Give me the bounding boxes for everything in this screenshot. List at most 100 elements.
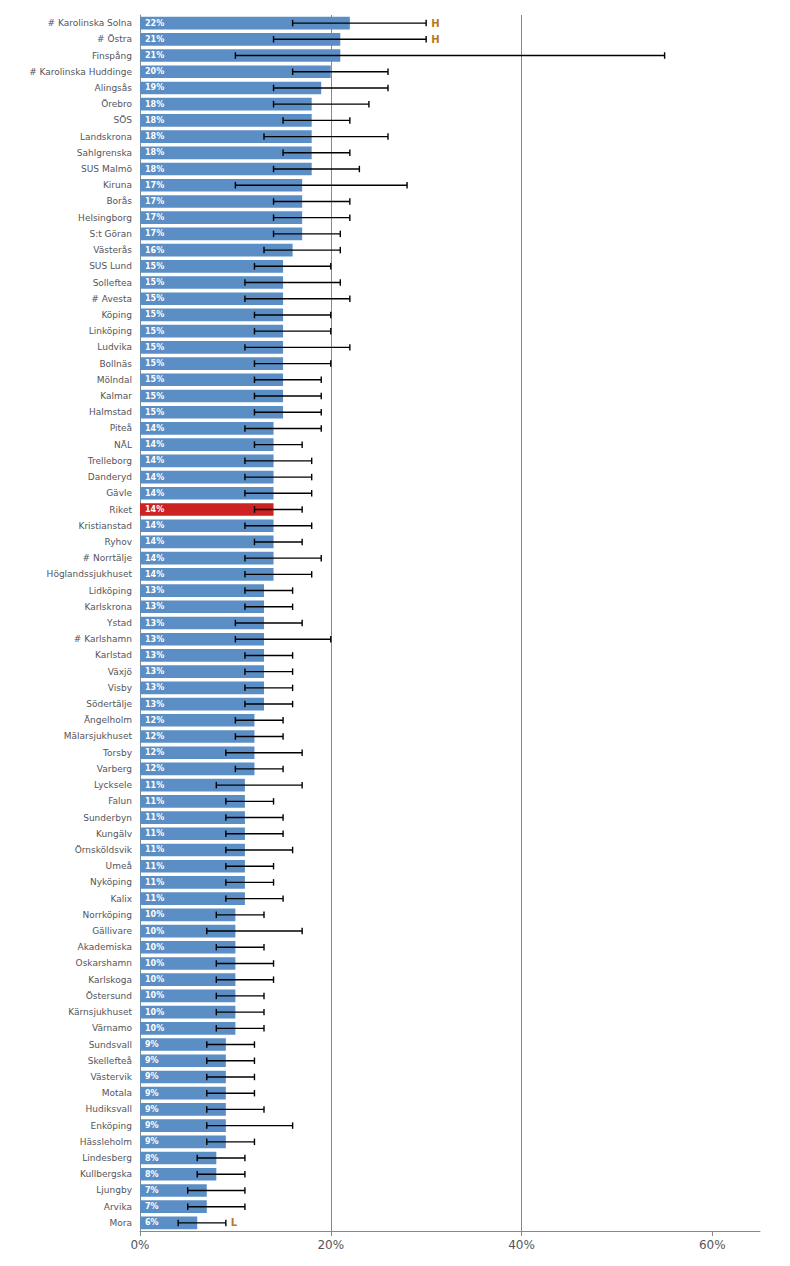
svg-text:10%: 10% — [145, 1024, 164, 1033]
svg-text:9%: 9% — [145, 1105, 159, 1114]
svg-text:21%: 21% — [145, 51, 164, 60]
svg-text:17%: 17% — [145, 229, 164, 238]
svg-text:11%: 11% — [145, 797, 164, 806]
svg-text:Örebro: Örebro — [101, 99, 132, 109]
svg-text:16%: 16% — [145, 246, 164, 255]
svg-text:12%: 12% — [145, 716, 164, 725]
svg-text:14%: 14% — [145, 424, 164, 433]
svg-text:Mora: Mora — [110, 1218, 133, 1228]
svg-text:40%: 40% — [508, 1238, 535, 1252]
svg-text:Helsingborg: Helsingborg — [78, 213, 132, 223]
svg-text:Danderyd: Danderyd — [88, 472, 132, 482]
svg-text:11%: 11% — [145, 781, 164, 790]
svg-text:Gävle: Gävle — [106, 488, 132, 498]
svg-text:Västervik: Västervik — [91, 1072, 133, 1082]
svg-text:# Karlshamn: # Karlshamn — [74, 634, 132, 644]
svg-text:0%: 0% — [130, 1238, 149, 1252]
svg-text:18%: 18% — [145, 148, 164, 157]
svg-text:Piteå: Piteå — [110, 423, 132, 433]
svg-text:Nyköping: Nyköping — [90, 877, 132, 887]
svg-text:17%: 17% — [145, 213, 164, 222]
svg-text:14%: 14% — [145, 440, 164, 449]
svg-text:# Karolinska Huddinge: # Karolinska Huddinge — [29, 67, 132, 77]
svg-text:13%: 13% — [145, 619, 164, 628]
svg-text:Finspång: Finspång — [92, 51, 132, 61]
svg-text:Höglandssjukhuset: Höglandssjukhuset — [47, 569, 133, 579]
svg-text:Västerås: Västerås — [93, 245, 132, 255]
svg-text:Halmstad: Halmstad — [89, 407, 132, 417]
svg-text:Varberg: Varberg — [97, 764, 132, 774]
svg-text:Ludvika: Ludvika — [97, 342, 132, 352]
svg-text:15%: 15% — [145, 359, 164, 368]
svg-text:Örnsköldsvik: Örnsköldsvik — [75, 845, 133, 855]
svg-text:Ystad: Ystad — [106, 618, 132, 628]
svg-text:11%: 11% — [145, 829, 164, 838]
svg-text:Hudiksvall: Hudiksvall — [86, 1104, 132, 1114]
svg-text:NÄL: NÄL — [114, 440, 132, 450]
svg-text:7%: 7% — [145, 1202, 159, 1211]
svg-text:SUS Malmö: SUS Malmö — [81, 164, 132, 174]
svg-text:11%: 11% — [145, 878, 164, 887]
svg-text:Solleftea: Solleftea — [93, 278, 132, 288]
svg-text:Norrköping: Norrköping — [82, 910, 132, 920]
svg-text:17%: 17% — [145, 181, 164, 190]
svg-text:9%: 9% — [145, 1072, 159, 1081]
svg-text:18%: 18% — [145, 116, 164, 125]
svg-text:9%: 9% — [145, 1040, 159, 1049]
svg-text:18%: 18% — [145, 165, 164, 174]
svg-text:15%: 15% — [145, 343, 164, 352]
svg-text:# Norrtälje: # Norrtälje — [83, 553, 133, 563]
svg-text:Värnamo: Värnamo — [92, 1023, 133, 1033]
svg-text:10%: 10% — [145, 1008, 164, 1017]
svg-text:15%: 15% — [145, 375, 164, 384]
svg-text:10%: 10% — [145, 927, 164, 936]
svg-text:Motala: Motala — [102, 1088, 132, 1098]
svg-text:L: L — [231, 1217, 238, 1228]
svg-text:Sunderbyn: Sunderbyn — [83, 813, 132, 823]
svg-text:Linköping: Linköping — [89, 326, 132, 336]
svg-text:Bollnäs: Bollnäs — [99, 359, 132, 369]
svg-text:13%: 13% — [145, 683, 164, 692]
svg-text:10%: 10% — [145, 910, 164, 919]
svg-text:12%: 12% — [145, 748, 164, 757]
svg-text:Ljungby: Ljungby — [96, 1185, 132, 1195]
svg-text:Falun: Falun — [108, 796, 132, 806]
svg-text:Lindesberg: Lindesberg — [82, 1153, 132, 1163]
svg-text:9%: 9% — [145, 1056, 159, 1065]
svg-text:10%: 10% — [145, 959, 164, 968]
svg-text:Enköping: Enköping — [91, 1121, 132, 1131]
svg-text:Ryhov: Ryhov — [104, 537, 132, 547]
svg-text:Växjö: Växjö — [108, 667, 133, 677]
svg-text:60%: 60% — [699, 1238, 726, 1252]
svg-text:11%: 11% — [145, 894, 164, 903]
svg-text:9%: 9% — [145, 1137, 159, 1146]
svg-text:Riket: Riket — [109, 505, 132, 515]
svg-text:Sahlgrenska: Sahlgrenska — [77, 148, 132, 158]
svg-text:Östersund: Östersund — [86, 991, 132, 1001]
svg-text:12%: 12% — [145, 764, 164, 773]
svg-text:Karlskrona: Karlskrona — [84, 602, 132, 612]
svg-text:14%: 14% — [145, 537, 164, 546]
svg-text:13%: 13% — [145, 700, 164, 709]
svg-text:Torsby: Torsby — [102, 748, 133, 758]
svg-text:Ängelholm: Ängelholm — [84, 715, 132, 725]
svg-text:Alingsås: Alingsås — [95, 83, 133, 93]
svg-text:Kullbergska: Kullbergska — [80, 1169, 132, 1179]
svg-text:12%: 12% — [145, 732, 164, 741]
svg-text:Kristianstad: Kristianstad — [79, 521, 133, 531]
svg-text:Kalmar: Kalmar — [100, 391, 132, 401]
svg-text:Umeå: Umeå — [106, 861, 132, 871]
svg-text:Kungälv: Kungälv — [96, 829, 133, 839]
svg-text:Oskarshamn: Oskarshamn — [76, 958, 132, 968]
svg-text:Köping: Köping — [101, 310, 132, 320]
svg-text:19%: 19% — [145, 83, 164, 92]
svg-text:10%: 10% — [145, 975, 164, 984]
svg-text:15%: 15% — [145, 278, 164, 287]
svg-text:SÖS: SÖS — [113, 115, 132, 125]
svg-text:18%: 18% — [145, 132, 164, 141]
svg-text:11%: 11% — [145, 845, 164, 854]
svg-text:Lidköping: Lidköping — [89, 586, 132, 596]
svg-text:Hässleholm: Hässleholm — [80, 1137, 132, 1147]
svg-text:Arvika: Arvika — [104, 1202, 132, 1212]
svg-text:13%: 13% — [145, 635, 164, 644]
